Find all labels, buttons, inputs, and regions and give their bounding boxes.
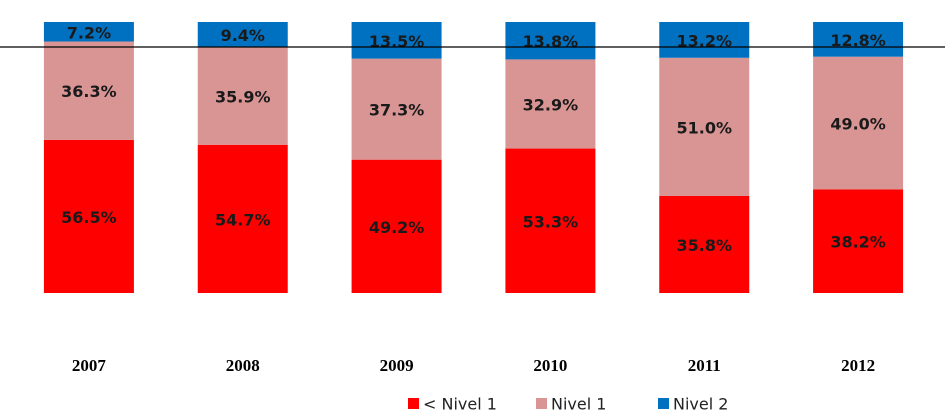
- x-tick-label: 2011: [688, 356, 721, 375]
- bar-segment: [43, 139, 134, 293]
- bar-segment: [197, 47, 288, 145]
- value-label: 51.0%: [676, 118, 732, 137]
- value-label: 38.2%: [830, 233, 886, 252]
- bar-segment: [43, 41, 134, 140]
- bar-segment: [197, 22, 288, 48]
- value-label: 36.3%: [61, 82, 117, 101]
- legend-swatch: [536, 398, 547, 409]
- value-label: 13.2%: [676, 31, 732, 50]
- bar-segment: [43, 22, 134, 42]
- bar-segment: [505, 22, 596, 60]
- bar-segment: [659, 195, 750, 293]
- value-label: 32.9%: [523, 95, 579, 114]
- bar-segment: [813, 189, 904, 293]
- bar-segment: [813, 22, 904, 57]
- bar-segment: [659, 22, 750, 58]
- x-tick-label: 2008: [226, 356, 260, 375]
- legend-label: Nivel 1: [551, 395, 606, 414]
- bar-segment: [813, 56, 904, 190]
- value-label: 35.8%: [676, 236, 732, 255]
- value-label: 7.2%: [67, 23, 111, 42]
- bar-segment: [351, 22, 442, 59]
- legend-label: < Nivel 1: [423, 395, 497, 414]
- bar-segment: [659, 57, 750, 196]
- value-label: 37.3%: [369, 101, 425, 120]
- legend-label: Nivel 2: [673, 395, 728, 414]
- bar-segment: [351, 159, 442, 293]
- value-label: 12.8%: [830, 31, 886, 50]
- x-tick-label: 2009: [380, 356, 414, 375]
- value-label: 9.4%: [221, 26, 265, 45]
- legend-swatch: [658, 398, 669, 409]
- value-label: 49.2%: [369, 218, 425, 237]
- value-label: 13.8%: [523, 32, 579, 51]
- value-label: 54.7%: [215, 210, 271, 229]
- value-label: 49.0%: [830, 115, 886, 134]
- value-label: 56.5%: [61, 208, 117, 227]
- x-tick-label: 2012: [841, 356, 875, 375]
- value-label: 53.3%: [523, 212, 579, 231]
- value-label: 13.5%: [369, 32, 425, 51]
- legend-swatch: [408, 398, 419, 409]
- x-tick-label: 2010: [533, 356, 567, 375]
- bar-segment: [351, 58, 442, 160]
- bar-segment: [505, 59, 596, 149]
- value-label: 35.9%: [215, 88, 271, 107]
- x-tick-label: 2007: [72, 356, 107, 375]
- bar-segment: [505, 148, 596, 293]
- bar-segment: [197, 144, 288, 293]
